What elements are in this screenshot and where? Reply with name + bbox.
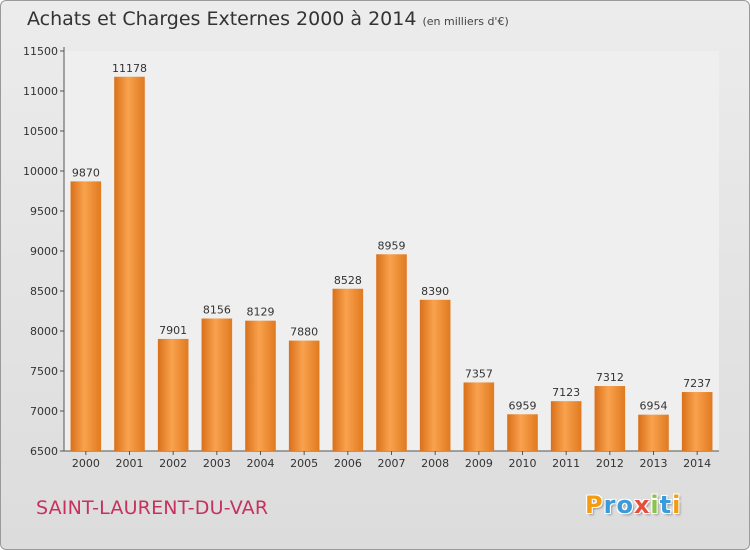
x-tick-label-2004: 2004 bbox=[247, 457, 275, 470]
logo-letter: r bbox=[603, 491, 617, 519]
y-tick-label: 8500 bbox=[30, 285, 58, 298]
bar-2001 bbox=[114, 76, 145, 451]
value-label-2006: 8528 bbox=[334, 274, 362, 287]
value-label-2013: 6954 bbox=[640, 400, 668, 413]
x-tick-label-2001: 2001 bbox=[116, 457, 144, 470]
chart-subtitle: (en milliers d'€) bbox=[422, 15, 509, 28]
x-tick-label-2003: 2003 bbox=[203, 457, 231, 470]
bar-2008 bbox=[419, 299, 451, 451]
y-tick-label: 6500 bbox=[30, 445, 58, 458]
x-tick-label-2011: 2011 bbox=[552, 457, 580, 470]
y-tick-label: 10500 bbox=[23, 125, 58, 138]
x-tick-label-2014: 2014 bbox=[683, 457, 711, 470]
bar-2003 bbox=[201, 318, 233, 451]
value-label-2010: 6959 bbox=[509, 399, 537, 412]
logo-letter: i bbox=[650, 491, 660, 519]
bar-2006 bbox=[332, 288, 364, 451]
value-label-2002: 7901 bbox=[159, 324, 187, 337]
y-tick-label: 7000 bbox=[30, 405, 58, 418]
bar-2000 bbox=[70, 181, 102, 451]
logo-letter: o bbox=[616, 491, 634, 519]
logo-letter: t bbox=[659, 491, 673, 519]
value-label-2012: 7312 bbox=[596, 371, 624, 384]
value-label-2001: 11178 bbox=[112, 62, 147, 75]
y-tick-label: 11000 bbox=[23, 85, 58, 98]
logo-letter: P bbox=[585, 491, 604, 519]
bar-2009 bbox=[463, 382, 495, 451]
y-tick-label: 9500 bbox=[30, 205, 58, 218]
y-tick-label: 7500 bbox=[30, 365, 58, 378]
bar-2012 bbox=[594, 386, 626, 451]
bar-2002 bbox=[157, 338, 189, 451]
x-tick-label-2009: 2009 bbox=[465, 457, 493, 470]
value-label-2004: 8129 bbox=[247, 306, 275, 319]
y-tick-label: 11500 bbox=[23, 45, 58, 58]
x-tick-label-2012: 2012 bbox=[596, 457, 624, 470]
x-tick-label-2005: 2005 bbox=[290, 457, 318, 470]
x-tick-label-2010: 2010 bbox=[509, 457, 537, 470]
x-tick-label-2008: 2008 bbox=[421, 457, 449, 470]
bar-2010 bbox=[507, 414, 538, 451]
y-tick-label: 9000 bbox=[30, 245, 58, 258]
logo-letter: x bbox=[633, 491, 651, 519]
value-label-2009: 7357 bbox=[465, 367, 493, 380]
x-tick-label-2002: 2002 bbox=[159, 457, 187, 470]
chart-title: Achats et Charges Externes 2000 à 2014 bbox=[27, 8, 417, 30]
x-tick-label-2000: 2000 bbox=[72, 457, 100, 470]
bar-2014 bbox=[681, 392, 713, 451]
bar-2004 bbox=[245, 320, 276, 451]
bar-2005 bbox=[288, 340, 320, 451]
value-label-2008: 8390 bbox=[421, 285, 449, 298]
logo-letter: i bbox=[672, 491, 682, 519]
value-label-2007: 8959 bbox=[378, 239, 406, 252]
x-tick-label-2007: 2007 bbox=[378, 457, 406, 470]
bar-2007 bbox=[376, 254, 407, 451]
proxiti-logo: Proxiti bbox=[585, 491, 681, 519]
chart-title-block: Achats et Charges Externes 2000 à 2014 (e… bbox=[27, 8, 509, 30]
value-label-2014: 7237 bbox=[683, 377, 711, 390]
value-label-2003: 8156 bbox=[203, 304, 231, 317]
x-tick-label-2006: 2006 bbox=[334, 457, 362, 470]
y-tick-label: 8000 bbox=[30, 325, 58, 338]
y-tick-label: 10000 bbox=[23, 165, 58, 178]
bar-2013 bbox=[638, 414, 669, 451]
value-label-2005: 7880 bbox=[290, 326, 318, 339]
bar-2011 bbox=[550, 401, 582, 451]
value-label-2000: 9870 bbox=[72, 166, 100, 179]
x-tick-label-2013: 2013 bbox=[640, 457, 668, 470]
value-label-2011: 7123 bbox=[552, 386, 580, 399]
commune-name: SAINT-LAURENT-DU-VAR bbox=[36, 497, 269, 519]
